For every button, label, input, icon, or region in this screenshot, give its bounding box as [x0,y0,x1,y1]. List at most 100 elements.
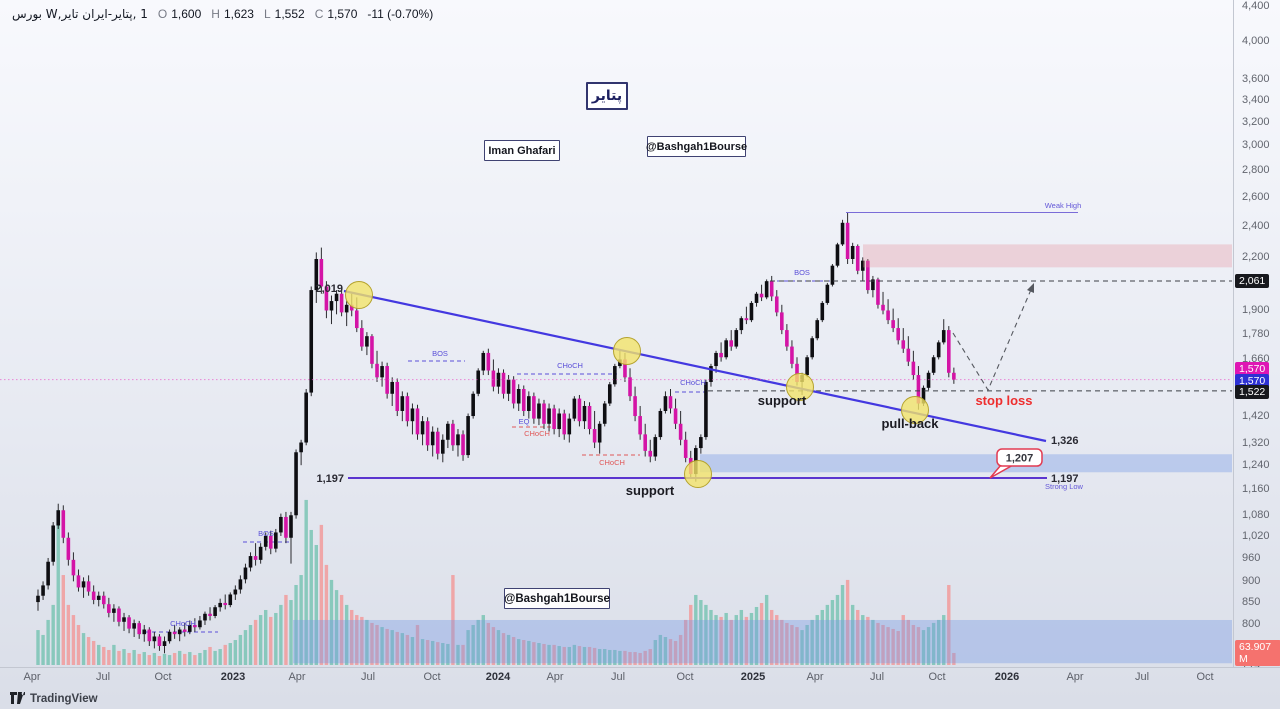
tradingview-logo[interactable]: TradingView [10,692,98,705]
time-tick: Apr [806,671,824,683]
touch-marker-circle[interactable] [613,337,641,365]
volume-bar [410,637,415,665]
annotation-text-pull-back[interactable]: pull-back [881,416,939,431]
author-label-box[interactable]: Iman Ghafari [484,140,560,161]
projection-arrow-path[interactable] [952,284,1034,392]
callout-box[interactable] [996,448,1043,467]
candle-body [663,396,668,411]
annotation-text-1-197[interactable]: 1,197 [316,473,344,485]
volume-bar [97,644,101,665]
candle-body [891,320,895,329]
volume-bar [623,650,627,665]
candle-body [329,301,334,311]
annotation-text-2-019[interactable]: 2,019 [315,283,343,295]
touch-marker-circle[interactable] [684,460,712,488]
candle-body [324,286,329,311]
volume-bar [673,640,678,665]
candle-body [521,388,526,411]
volume-bar [233,640,238,665]
volume-bar [350,609,354,665]
volume-bar [122,649,126,665]
volume-bar [805,624,809,665]
volume-bar [506,634,511,665]
callout-value[interactable]: 1,207 [1006,453,1034,465]
annotation-text-support[interactable]: support [758,393,807,408]
candle-body [769,281,774,297]
time-tick: Oct [676,671,694,683]
volume-bar [719,616,723,665]
volume-bar [213,650,217,665]
candle-body [785,330,789,347]
volume-bar [942,615,946,665]
handle-label-box-top[interactable]: @Bashgah1Bourse [646,136,747,157]
volume-bar [921,630,926,665]
low-label: L [263,7,271,21]
time-tick: Jul [610,671,626,683]
annotation-text-1-326[interactable]: 1,326 [1051,435,1079,447]
symbol-watermark-box[interactable]: پتایر [586,82,628,110]
volume-bar [264,609,268,665]
candle-body [516,388,521,404]
candle-body [218,602,222,608]
volume-bar [172,652,177,665]
volume-bar [835,594,840,665]
price-zone-rectangle[interactable] [700,454,1232,473]
touch-marker-circle[interactable] [786,373,814,401]
candle-body [952,372,956,380]
annotation-text-stop-loss[interactable]: stop loss [975,393,1032,408]
candle-body [506,379,511,394]
time-tick: Jul [1134,671,1150,683]
candle-body [152,636,157,642]
candle-body [253,556,258,560]
volume-bar [648,649,652,665]
volume-bar [71,615,76,665]
volume-bar [850,604,855,665]
volume-bar [775,615,779,665]
candle-body [537,403,541,419]
handle-label-box-bottom[interactable]: @Bashgah1Bourse [504,588,610,609]
candle-body [729,340,734,347]
time-tick-year: 2023 [220,671,246,683]
price-tick: 1,900 [1242,304,1270,317]
price-tick: 3,000 [1242,138,1270,151]
candle-body [360,328,364,347]
symbol-name[interactable]: 1 ,پتایر-ایران تایر,W بورس [12,7,148,21]
time-tick: Apr [23,671,41,683]
time-tick-year: 2026 [994,671,1020,683]
touch-marker-circle[interactable] [345,281,373,309]
annotation-text-weak-high[interactable]: Weak High [1045,201,1082,210]
time-axis[interactable]: Apr Jul Oct 2023 Apr Jul Oct 2024 Apr Jul Oct 2025 A… [0,667,1280,688]
volume-zone-rectangle[interactable] [293,619,1232,664]
high-value: 1,623 [223,7,254,21]
annotation-text-1-197[interactable]: 1,197 [1051,473,1079,485]
price-tick: 1,020 [1242,529,1270,542]
volume-bar [61,575,65,665]
annotation-text-support[interactable]: support [626,483,675,498]
volume-bar [567,646,571,665]
volume-bar [329,579,334,665]
price-axis[interactable]: 4,400 4,000 3,600 3,400 3,200 3,000 2,800 2,600… [1233,0,1280,671]
price-zone-rectangle[interactable] [863,244,1232,268]
candle-body [866,260,870,291]
candle-body [289,515,293,538]
annotation-text-strong-low[interactable]: Strong Low [1045,482,1084,491]
volume-bar [754,606,759,665]
volume-bar [334,590,339,665]
candle-body [658,410,663,438]
candle-body [228,594,233,606]
candle-body [66,537,71,560]
candle-body [496,372,501,387]
volume-bar [370,622,374,665]
volume-bar [633,652,637,665]
descending-trendline[interactable] [343,289,1047,443]
candle-body [719,352,723,358]
volume-bar [734,615,738,665]
volume-bar [223,644,227,665]
candle-body [233,589,238,595]
bottom-bar: TradingView [0,688,1280,709]
candle-body [876,279,880,305]
touch-marker-circle[interactable] [901,396,929,424]
candle-body [830,265,835,285]
candle-body [425,421,430,446]
